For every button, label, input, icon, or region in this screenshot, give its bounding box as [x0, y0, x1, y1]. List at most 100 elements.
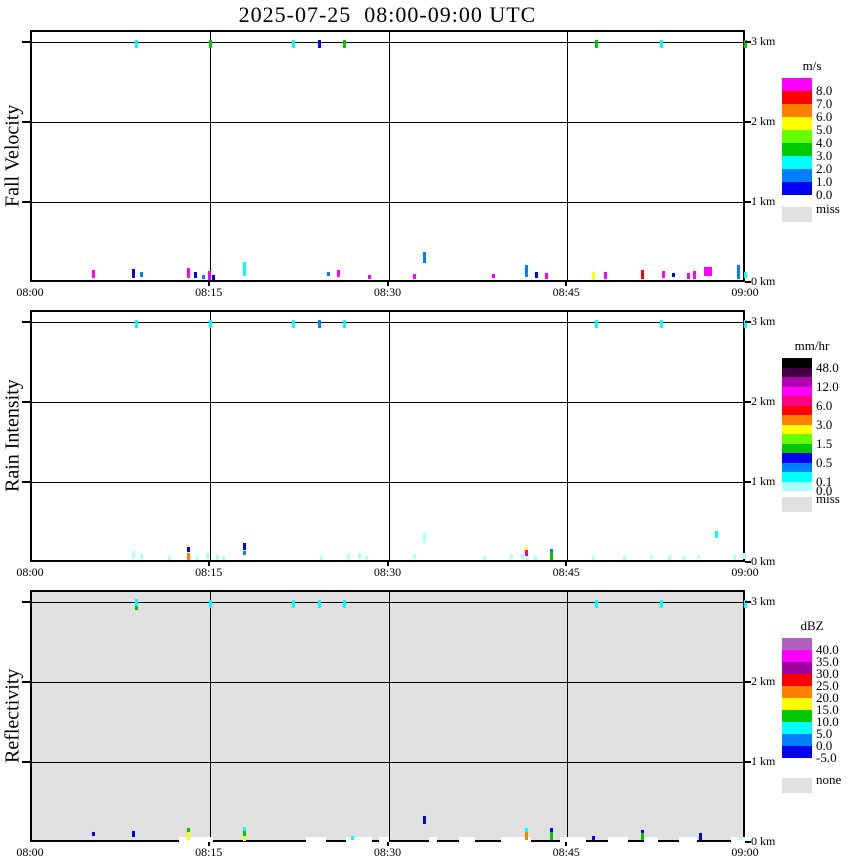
legend-color-block	[782, 453, 812, 463]
data-mark	[91, 832, 95, 837]
legend-miss-block	[782, 778, 812, 793]
legend-value-label: 0.0	[816, 483, 833, 498]
data-mark	[243, 826, 247, 831]
data-mark	[187, 828, 191, 833]
data-mark	[459, 837, 475, 842]
x-tick-label: 08:30	[373, 285, 402, 299]
legend-value-label: 5.0	[816, 122, 833, 137]
axis-tick-right	[745, 201, 751, 203]
legend-title: dBZ	[800, 618, 824, 633]
axis-tick-right	[745, 321, 751, 323]
legend-value-label: 35.0	[816, 654, 839, 669]
legend-color-block	[782, 434, 812, 444]
axis-tick-left	[22, 41, 30, 43]
legend-value-label: 30.0	[816, 666, 839, 681]
data-mark	[730, 837, 745, 842]
data-mark	[187, 832, 191, 841]
data-mark	[423, 532, 427, 543]
data-mark	[544, 272, 548, 279]
data-mark	[525, 556, 529, 561]
data-mark	[739, 836, 743, 841]
data-mark	[715, 531, 719, 538]
x-gridline	[209, 592, 211, 840]
data-mark	[368, 274, 372, 279]
legend-color-block	[782, 472, 812, 482]
data-mark	[482, 555, 486, 560]
data-mark	[364, 555, 368, 560]
legend-color-block	[782, 734, 812, 746]
legend-value-label: 1.5	[816, 435, 833, 451]
data-mark	[661, 271, 665, 278]
legend-value-label: 8.0	[816, 83, 833, 98]
legend-value-label: 15.0	[816, 702, 839, 717]
legend-color-block	[782, 143, 812, 156]
data-mark	[743, 319, 747, 328]
data-mark	[292, 599, 296, 608]
data-mark	[423, 816, 427, 825]
data-mark	[641, 830, 645, 834]
legend-miss-label: miss	[816, 201, 840, 216]
axis-tick-right	[745, 281, 751, 283]
legend-value-label: 10.0	[816, 714, 839, 729]
x-gridline	[567, 32, 569, 280]
data-mark	[535, 272, 539, 278]
legend-color-block	[782, 481, 812, 491]
data-mark	[423, 251, 427, 263]
legend-value-label: 20.0	[816, 690, 839, 705]
plot-area-rain-intensity	[30, 310, 747, 562]
data-mark	[208, 39, 212, 48]
x-gridline	[388, 312, 390, 560]
data-mark	[292, 319, 296, 328]
x-tick-label: 08:30	[373, 565, 402, 579]
axis-tick-right	[745, 601, 751, 603]
x-tick-label: 08:15	[195, 845, 223, 859]
data-mark	[318, 319, 322, 328]
x-tick-label: 09:00	[731, 845, 759, 859]
legend-value-label: 0.0	[816, 738, 833, 753]
x-tick-label: 08:00	[16, 285, 44, 299]
legend-value-label: 5.0	[816, 726, 833, 741]
legend-color-block	[782, 746, 812, 758]
data-mark	[132, 831, 136, 838]
y-tick-label: 2 km	[751, 394, 776, 408]
y-axis-title-reflectivity: Reflectivity	[1, 668, 24, 764]
legend-color-block	[782, 396, 812, 406]
y-axis-title-rain-intensity: Rain Intensity	[1, 379, 24, 493]
data-mark	[549, 551, 553, 560]
legend-value-label: 40.0	[816, 642, 839, 657]
data-mark	[607, 837, 628, 842]
y-tick-label: 3 km	[751, 314, 776, 328]
data-mark	[132, 269, 136, 278]
data-mark	[139, 272, 143, 278]
data-mark	[350, 836, 354, 841]
data-mark	[679, 837, 698, 842]
data-mark	[641, 269, 645, 279]
y-gridline	[32, 482, 743, 483]
axis-tick-left	[22, 761, 30, 763]
data-mark	[500, 837, 531, 842]
axis-tick-right	[745, 121, 751, 123]
legend-color-block	[782, 424, 812, 434]
data-mark	[343, 39, 347, 48]
legend-value-label: 3.0	[816, 148, 833, 163]
legend-miss-block	[782, 497, 812, 512]
legend-color-block	[782, 638, 812, 650]
legend-colorbar	[782, 638, 812, 758]
data-mark	[221, 555, 225, 560]
x-gridline	[388, 592, 390, 840]
data-mark	[549, 828, 553, 833]
legend-color-block	[782, 386, 812, 396]
legend-color-block	[782, 698, 812, 710]
data-mark	[534, 555, 538, 560]
axis-tick-bottom	[565, 282, 568, 286]
data-mark	[134, 319, 138, 328]
data-mark	[736, 264, 740, 279]
axis-tick-bottom	[207, 282, 210, 286]
axis-tick-bottom	[386, 562, 389, 566]
data-mark	[492, 274, 496, 278]
legend-color-block	[782, 377, 812, 387]
legend-color-block	[782, 367, 812, 377]
legend-title: m/s	[802, 58, 822, 73]
legend-value-label: -5.0	[816, 750, 837, 765]
data-mark	[604, 271, 608, 279]
